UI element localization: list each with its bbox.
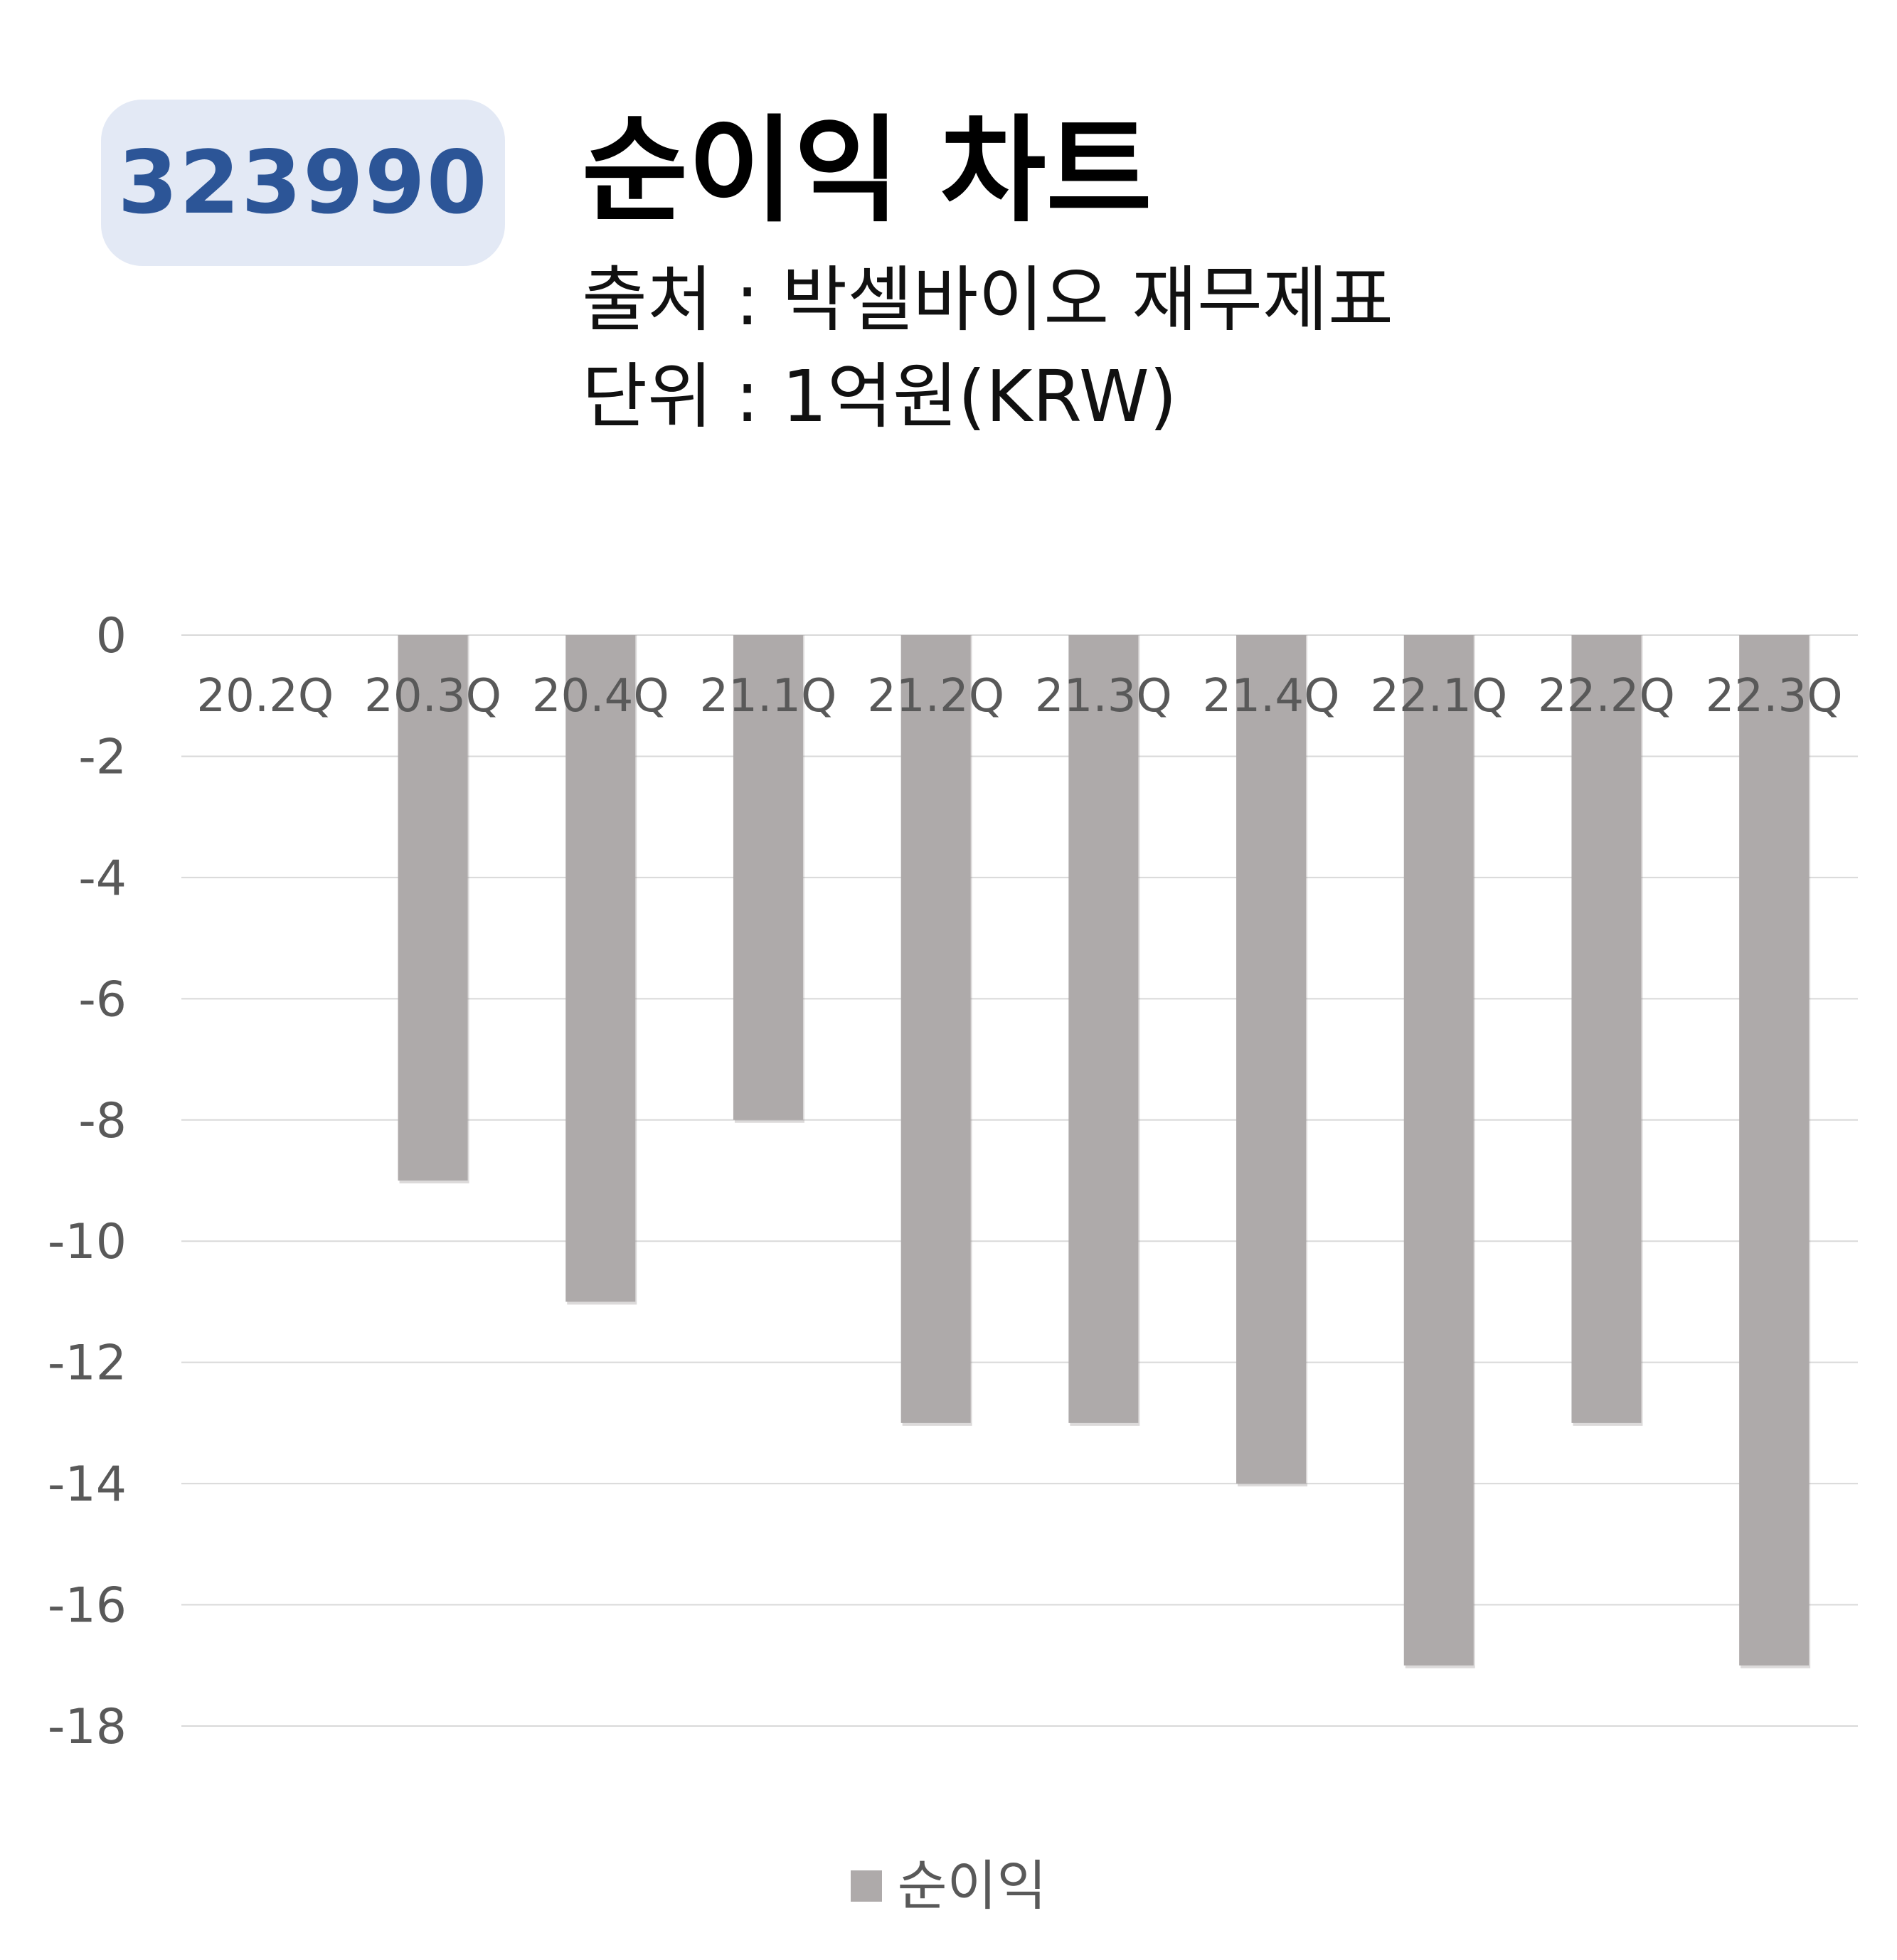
y-tick-label: -12 (48, 1336, 127, 1392)
x-tick-label: 21.1Q (700, 670, 837, 723)
legend-swatch (850, 1870, 882, 1902)
y-tick-label: -10 (48, 1214, 127, 1270)
y-tick-label: -2 (78, 729, 127, 785)
chart-unit: 단위 : 1억원(KRW) (582, 355, 1177, 438)
bar-21.2Q (900, 635, 971, 1423)
x-tick-label: 22.2Q (1538, 670, 1675, 723)
y-tick-label: -16 (48, 1578, 127, 1634)
chart-source: 출처 : 박셀바이오 재무제표 (582, 258, 1394, 341)
x-tick-label: 22.3Q (1706, 670, 1843, 723)
x-tick-label: 21.2Q (867, 670, 1004, 723)
bar-20.3Q (398, 635, 468, 1181)
bar-22.2Q (1571, 635, 1642, 1423)
chart-title: 순이익 차트 (582, 105, 1152, 238)
y-tick-label: -8 (78, 1093, 127, 1149)
x-tick-label: 21.3Q (1035, 670, 1172, 723)
x-tick-label: 20.2Q (196, 670, 334, 723)
bar-21.1Q (733, 635, 803, 1120)
x-tick-label: 22.1Q (1370, 670, 1507, 723)
y-tick-label: -6 (78, 971, 127, 1028)
bar-22.1Q (1403, 635, 1474, 1666)
x-tick-label: 20.4Q (532, 670, 669, 723)
y-tick-label: -18 (48, 1699, 127, 1755)
legend-label: 순이익 (897, 1854, 1047, 1917)
y-tick-label: -14 (48, 1456, 127, 1513)
x-tick-label: 20.3Q (364, 670, 501, 723)
y-tick-label: 0 (96, 608, 127, 664)
legend: 순이익 (0, 1859, 1897, 1913)
x-tick-label: 21.4Q (1203, 670, 1340, 723)
bar-20.4Q (565, 635, 636, 1302)
bar-21.3Q (1068, 635, 1139, 1423)
bar-22.3Q (1739, 635, 1810, 1666)
y-tick-label: -4 (78, 851, 127, 907)
stock-code-badge: 323990 (101, 100, 505, 266)
bar-21.4Q (1236, 635, 1307, 1484)
stock-code: 323990 (117, 132, 489, 233)
